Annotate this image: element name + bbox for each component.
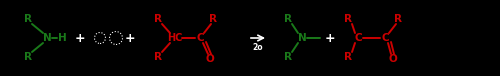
Text: R: R	[394, 14, 402, 24]
Text: C: C	[354, 33, 362, 43]
Text: R: R	[209, 14, 217, 24]
Text: C: C	[196, 33, 204, 43]
Text: R: R	[154, 14, 162, 24]
Text: R: R	[284, 14, 292, 24]
Text: R: R	[344, 14, 352, 24]
Text: R: R	[154, 52, 162, 62]
Text: C: C	[381, 33, 389, 43]
Text: R: R	[284, 52, 292, 62]
Text: +: +	[124, 31, 136, 45]
Text: N: N	[42, 33, 51, 43]
Text: N: N	[298, 33, 306, 43]
Text: +: +	[324, 31, 336, 45]
Text: R: R	[24, 52, 32, 62]
Text: R: R	[24, 14, 32, 24]
Text: 2o: 2o	[252, 43, 264, 53]
Text: R: R	[344, 52, 352, 62]
Text: O: O	[388, 54, 398, 64]
Text: +: +	[74, 31, 86, 45]
Text: HC: HC	[168, 33, 182, 43]
Text: H: H	[58, 33, 66, 43]
Text: O: O	[206, 54, 214, 64]
